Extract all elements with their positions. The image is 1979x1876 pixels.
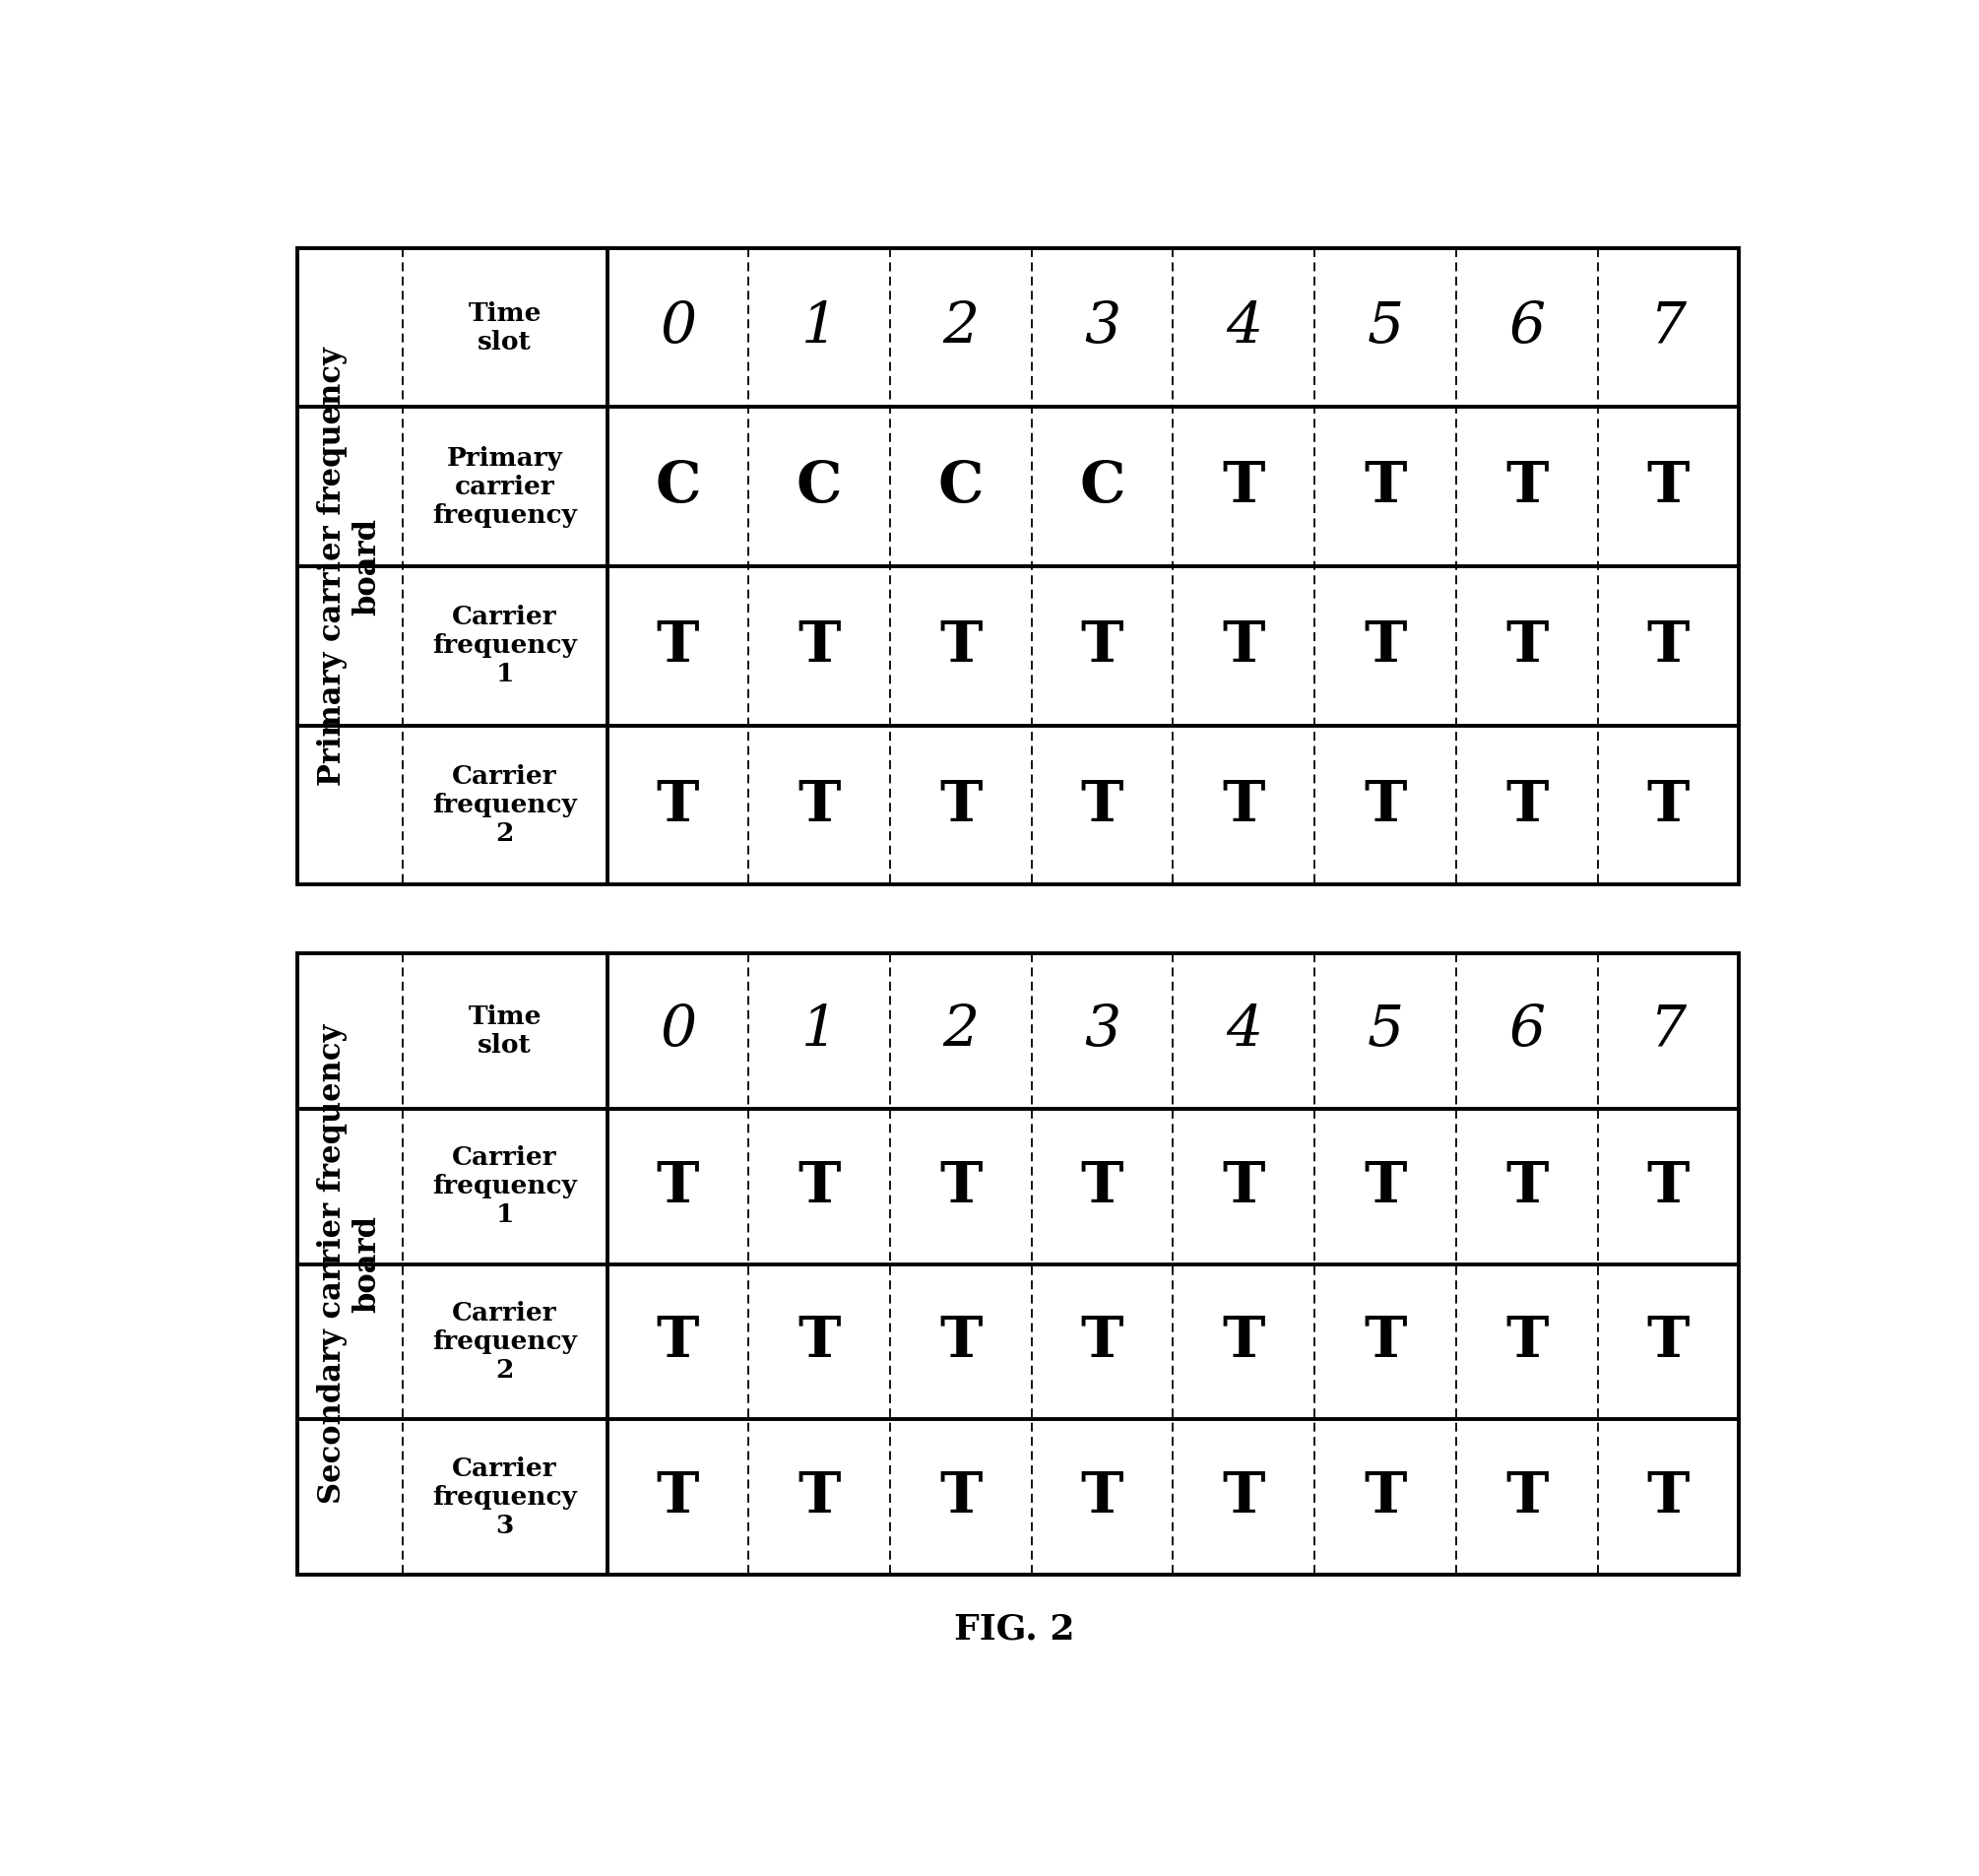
Text: T: T (1506, 1159, 1548, 1214)
Text: Carrier
frequency
3: Carrier frequency 3 (431, 1456, 578, 1538)
Text: FIG. 2: FIG. 2 (954, 1613, 1075, 1647)
Bar (297, 248, 1740, 885)
Text: T: T (798, 619, 841, 673)
Text: 5: 5 (1367, 1004, 1403, 1058)
Text: T: T (1364, 619, 1407, 673)
Text: T: T (657, 1469, 699, 1525)
Text: 1: 1 (801, 1004, 837, 1058)
Text: T: T (1506, 779, 1548, 833)
Text: T: T (1223, 1159, 1265, 1214)
Text: T: T (798, 1469, 841, 1525)
Text: T: T (798, 779, 841, 833)
Text: 6: 6 (1508, 300, 1546, 355)
Text: Carrier
frequency
2: Carrier frequency 2 (431, 764, 578, 846)
Text: T: T (1081, 1159, 1124, 1214)
Text: Time
slot: Time slot (467, 1004, 542, 1058)
Text: 2: 2 (942, 1004, 980, 1058)
Text: T: T (1223, 1469, 1265, 1525)
Text: T: T (1506, 1469, 1548, 1525)
Text: C: C (655, 460, 701, 514)
Text: T: T (940, 619, 982, 673)
Text: 6: 6 (1508, 1004, 1546, 1058)
Text: T: T (1647, 619, 1690, 673)
Text: T: T (1364, 1159, 1407, 1214)
Text: T: T (1506, 1313, 1548, 1369)
Text: T: T (1364, 460, 1407, 514)
Text: T: T (1364, 1313, 1407, 1369)
Text: C: C (938, 460, 984, 514)
Text: 5: 5 (1367, 300, 1403, 355)
Text: T: T (1081, 619, 1124, 673)
Text: C: C (1079, 460, 1126, 514)
Text: T: T (1364, 779, 1407, 833)
Text: T: T (1506, 619, 1548, 673)
Text: 0: 0 (659, 300, 697, 355)
Bar (297, 953, 1740, 1574)
Text: T: T (657, 1159, 699, 1214)
Text: T: T (1647, 1469, 1690, 1525)
Text: T: T (940, 1469, 982, 1525)
Text: T: T (1223, 779, 1265, 833)
Text: Carrier
frequency
1: Carrier frequency 1 (431, 606, 578, 687)
Text: Primary
carrier
frequency: Primary carrier frequency (431, 446, 578, 527)
Text: T: T (657, 619, 699, 673)
Text: 3: 3 (1084, 1004, 1120, 1058)
Text: T: T (1081, 779, 1124, 833)
Text: T: T (1647, 1159, 1690, 1214)
Text: T: T (1081, 1313, 1124, 1369)
Text: T: T (940, 1159, 982, 1214)
Text: 7: 7 (1650, 300, 1686, 355)
Text: T: T (1223, 460, 1265, 514)
Text: Secondary carrier frequency
board: Secondary carrier frequency board (317, 1024, 382, 1505)
Text: T: T (657, 1313, 699, 1369)
Text: Carrier
frequency
2: Carrier frequency 2 (431, 1300, 578, 1383)
Text: T: T (1223, 1313, 1265, 1369)
Text: T: T (1647, 1313, 1690, 1369)
Text: 4: 4 (1225, 1004, 1263, 1058)
Text: T: T (1506, 460, 1548, 514)
Text: T: T (1364, 1469, 1407, 1525)
Text: T: T (1223, 619, 1265, 673)
Text: 2: 2 (942, 300, 980, 355)
Text: 4: 4 (1225, 300, 1263, 355)
Text: T: T (1081, 1469, 1124, 1525)
Text: T: T (1647, 779, 1690, 833)
Text: T: T (657, 779, 699, 833)
Text: Primary carrier frequency
board: Primary carrier frequency board (317, 347, 382, 786)
Text: 1: 1 (801, 300, 837, 355)
Text: 3: 3 (1084, 300, 1120, 355)
Text: T: T (798, 1313, 841, 1369)
Text: T: T (798, 1159, 841, 1214)
Text: T: T (940, 1313, 982, 1369)
Text: Carrier
frequency
1: Carrier frequency 1 (431, 1146, 578, 1227)
Text: T: T (940, 779, 982, 833)
Text: T: T (1647, 460, 1690, 514)
Text: C: C (796, 460, 843, 514)
Text: 0: 0 (659, 1004, 697, 1058)
Text: Time
slot: Time slot (467, 300, 542, 355)
Text: 7: 7 (1650, 1004, 1686, 1058)
